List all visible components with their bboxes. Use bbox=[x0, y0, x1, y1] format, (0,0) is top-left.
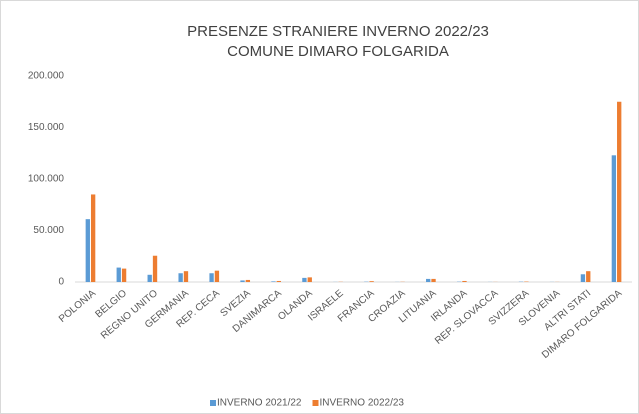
bar bbox=[617, 101, 622, 282]
bar bbox=[276, 280, 281, 282]
y-tick-label: 100.000 bbox=[28, 174, 65, 185]
legend-label: INVERNO 2022/23 bbox=[320, 398, 405, 409]
y-tick-label: 0 bbox=[58, 277, 64, 288]
bar bbox=[178, 273, 183, 282]
bar bbox=[90, 194, 96, 282]
bar bbox=[302, 277, 307, 282]
bar bbox=[183, 271, 189, 282]
bar bbox=[121, 268, 127, 282]
y-tick-label: 200.000 bbox=[28, 71, 65, 82]
bar bbox=[586, 271, 591, 282]
bar bbox=[580, 274, 586, 282]
bar bbox=[240, 280, 245, 282]
bar bbox=[214, 270, 220, 282]
bar bbox=[271, 281, 276, 282]
chart-title: PRESENZE STRANIERE INVERNO 2022/23 bbox=[187, 23, 489, 40]
bar bbox=[152, 255, 158, 282]
bar bbox=[611, 155, 617, 282]
y-tick-label: 50.000 bbox=[33, 225, 64, 236]
bar bbox=[307, 277, 312, 282]
bar bbox=[245, 279, 251, 282]
bar bbox=[431, 278, 436, 282]
chart-subtitle: COMUNE DIMARO FOLGARIDA bbox=[227, 43, 449, 60]
legend-label: INVERNO 2021/22 bbox=[217, 398, 302, 409]
y-tick-label: 150.000 bbox=[28, 122, 65, 133]
legend-swatch bbox=[210, 400, 216, 406]
legend-swatch bbox=[312, 400, 319, 406]
bar bbox=[462, 280, 467, 282]
bar bbox=[147, 274, 152, 282]
bar bbox=[369, 281, 374, 282]
bar bbox=[209, 273, 214, 282]
bar bbox=[85, 219, 90, 282]
bar bbox=[116, 267, 121, 282]
bar bbox=[426, 278, 431, 282]
